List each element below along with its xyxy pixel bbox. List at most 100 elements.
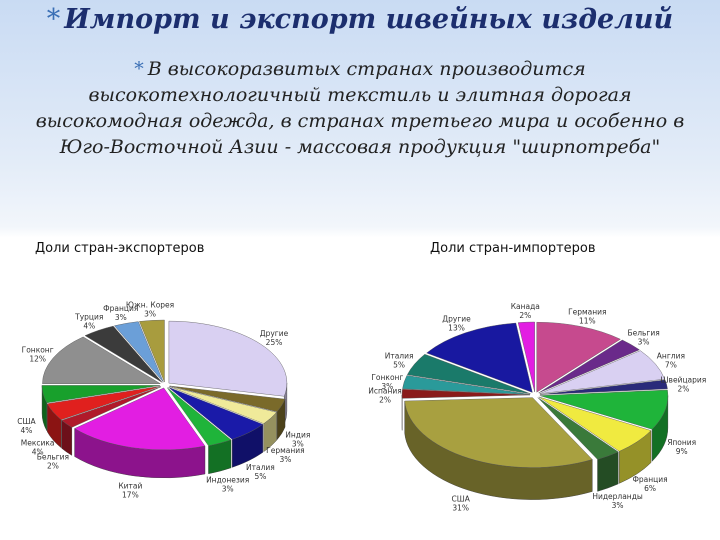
category-label: Индия xyxy=(285,431,310,440)
pie-slice xyxy=(539,379,668,395)
pie-slice xyxy=(139,319,165,383)
slide-title: Импорт и экспорт швейных изделий xyxy=(0,4,720,35)
slide-body: В высокоразвитых странах производится вы… xyxy=(30,56,690,160)
value-label: 12% xyxy=(29,355,46,364)
pie-slice xyxy=(517,321,535,393)
category-label: Германия xyxy=(266,446,305,455)
data-label: Турция 4% xyxy=(74,312,103,330)
pie-slice xyxy=(168,387,264,440)
category-label: Другие xyxy=(260,329,289,338)
data-label: Испания 2% xyxy=(368,387,402,405)
data-label: Италия 5% xyxy=(246,463,275,481)
pie-slice xyxy=(538,339,640,394)
pie-slice xyxy=(169,386,278,424)
pie-slice xyxy=(61,386,162,428)
category-label: Мексика xyxy=(21,438,55,447)
data-label: Бельгия 3% xyxy=(627,329,659,347)
category-label: Гонконг xyxy=(371,373,403,382)
pie-slice xyxy=(426,322,533,393)
pie-slice xyxy=(536,321,621,393)
data-label: Мексика 4% xyxy=(21,438,55,456)
pie-slice xyxy=(41,385,161,404)
pie-slice xyxy=(114,321,164,383)
data-label: Другие 25% xyxy=(260,329,289,347)
data-label: Индия 3% xyxy=(285,431,310,449)
value-label: 3% xyxy=(279,455,291,464)
value-label: 3% xyxy=(381,382,393,391)
data-label: Япония 9% xyxy=(667,438,696,456)
value-label: 17% xyxy=(122,491,139,500)
value-label: 25% xyxy=(266,338,283,347)
value-label: 4% xyxy=(20,426,32,435)
pie-slice xyxy=(46,386,161,420)
category-label: Испания xyxy=(368,387,402,396)
category-label: Китай xyxy=(118,482,142,491)
category-label: Бельгия xyxy=(627,329,659,338)
value-label: 4% xyxy=(83,321,95,330)
value-label: 3% xyxy=(612,501,624,510)
category-label: Канада xyxy=(511,302,540,311)
chart-title: Доли стран-экспортеров xyxy=(35,241,204,256)
pie-slice xyxy=(406,354,531,394)
data-label: Китай 17% xyxy=(118,482,142,500)
data-label: Франция 6% xyxy=(632,475,667,493)
data-label: Канада 2% xyxy=(511,302,540,320)
category-label: Италия xyxy=(385,352,414,361)
value-label: 3% xyxy=(638,338,650,347)
data-label: Германия 11% xyxy=(568,307,607,325)
category-label: Нидерланды xyxy=(592,492,643,501)
value-label: 9% xyxy=(676,447,688,456)
pie-slice xyxy=(74,387,206,451)
pie-slice xyxy=(539,350,665,394)
data-label: Индонезия 3% xyxy=(206,476,249,494)
category-label: Бельгия xyxy=(37,453,69,462)
value-label: 6% xyxy=(644,484,656,493)
pie-slice xyxy=(42,336,162,384)
data-label: Англия 7% xyxy=(657,352,685,370)
data-label: США 4% xyxy=(17,417,36,435)
data-label: Италия 5% xyxy=(385,352,414,370)
category-label: Германия xyxy=(568,307,607,316)
value-label: 2% xyxy=(379,396,391,405)
data-label: Швейцария 2% xyxy=(661,376,707,394)
pie-slice xyxy=(404,397,593,468)
value-label: 2% xyxy=(519,311,531,320)
category-label: США xyxy=(17,417,36,426)
pie-tops xyxy=(41,319,288,451)
data-label: Другие 13% xyxy=(442,315,471,333)
category-label: Италия xyxy=(246,463,275,472)
data-label: Нидерланды 3% xyxy=(592,492,643,510)
pie-slice xyxy=(168,320,288,397)
data-label: Южн. Корея 3% xyxy=(126,300,174,318)
chart-title: Доли стран-импортеров xyxy=(430,241,596,256)
value-label: 3% xyxy=(222,485,234,494)
category-label: Франция xyxy=(632,475,667,484)
value-label: 2% xyxy=(677,385,689,394)
value-label: 3% xyxy=(115,313,127,322)
pie-tops xyxy=(401,321,669,468)
value-label: 2% xyxy=(47,462,59,471)
category-label: Турция xyxy=(74,312,103,321)
value-label: 4% xyxy=(32,447,44,456)
category-label: Швейцария xyxy=(661,376,707,385)
pie-slice xyxy=(537,397,619,460)
value-label: 7% xyxy=(665,361,677,370)
category-label: Франция xyxy=(103,304,138,313)
value-label: 5% xyxy=(254,472,266,481)
data-label: Франция 3% xyxy=(103,304,138,322)
data-label: США 31% xyxy=(452,495,471,513)
category-label: Англия xyxy=(657,352,685,361)
pie-slice xyxy=(538,396,652,452)
pie-slice xyxy=(402,375,531,395)
pie-walls xyxy=(401,394,669,500)
pie-walls xyxy=(41,383,288,479)
category-label: Южн. Корея xyxy=(126,300,174,309)
pie-slice xyxy=(539,389,669,430)
category-label: Япония xyxy=(667,438,696,447)
category-label: США xyxy=(452,495,471,504)
data-label: Гонконг 12% xyxy=(22,346,54,364)
value-label: 5% xyxy=(393,361,405,370)
value-label: 3% xyxy=(292,440,304,449)
